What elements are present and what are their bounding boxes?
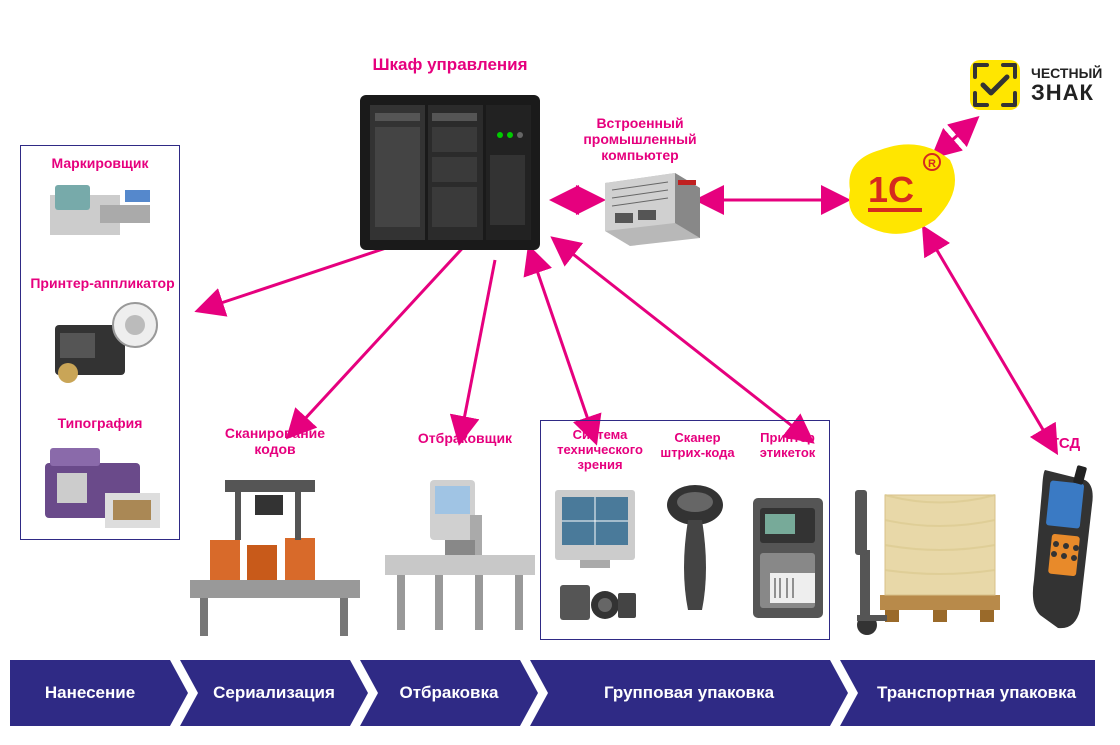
svg-text:1: 1 (868, 169, 888, 210)
label-printer-label: Принтер этикеток (745, 430, 830, 460)
marker-device (40, 175, 160, 250)
scan-codes-device (185, 470, 365, 640)
tsd-label: ТСД (1035, 435, 1095, 452)
barcode-scanner-label: Сканер штрих-кода (650, 430, 745, 460)
svg-text:C: C (888, 169, 914, 210)
vision-device (550, 485, 640, 630)
typography-label: Типография (25, 415, 175, 431)
tsd-device (1020, 460, 1100, 640)
stage-4: Транспортная упаковка (840, 660, 1095, 726)
embedded-pc-device (600, 168, 705, 246)
svg-text:R: R (928, 158, 936, 170)
marker-label: Маркировщик (25, 155, 175, 171)
control-cabinet-label: Шкаф управления (350, 55, 550, 75)
control-cabinet-device (350, 85, 550, 260)
rejector-label: Отбраковщик (395, 430, 535, 446)
stage-3: Групповая упаковка (530, 660, 830, 726)
vision-label: Система технического зрения (545, 427, 655, 472)
label-printer-device (745, 478, 830, 633)
stage-2: Отбраковка (360, 660, 520, 726)
honest-sign-line1: ЧЕСТНЫЙ (1031, 66, 1102, 81)
honest-sign-badge: ЧЕСТНЫЙ ЗНАК (965, 50, 1115, 120)
barcode-scanner-device (660, 480, 730, 630)
embedded-pc-label: Встроенный промышленный компьютер (565, 115, 715, 163)
applicator-device (40, 295, 160, 390)
typography-device (35, 438, 165, 533)
stage-0: Нанесение (10, 660, 170, 726)
scan-codes-label: Сканирование кодов (200, 425, 350, 457)
rejector-device (375, 460, 545, 640)
stage-1: Сериализация (180, 660, 350, 726)
pallet-device (855, 460, 1015, 640)
logo-1c: 1 C R (840, 140, 960, 240)
honest-sign-line2: ЗНАК (1031, 81, 1102, 104)
applicator-label: Принтер-аппликатор (20, 275, 185, 291)
